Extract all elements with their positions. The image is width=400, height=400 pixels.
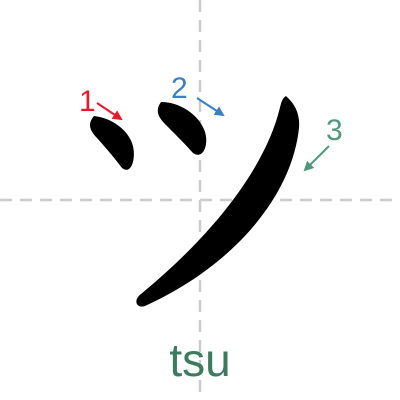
stroke-1 [90, 116, 134, 170]
stroke-3-number: 3 [326, 114, 343, 147]
stroke-3 [136, 96, 300, 307]
stroke-3-arrow [303, 145, 330, 172]
stroke-1-arrow [96, 102, 123, 121]
stroke-2 [157, 102, 207, 155]
stroke-1-number: 1 [79, 85, 96, 118]
romaji-label: tsu [169, 334, 230, 386]
stroke-2-number: 2 [171, 72, 188, 105]
stroke-2-arrow [196, 97, 225, 117]
